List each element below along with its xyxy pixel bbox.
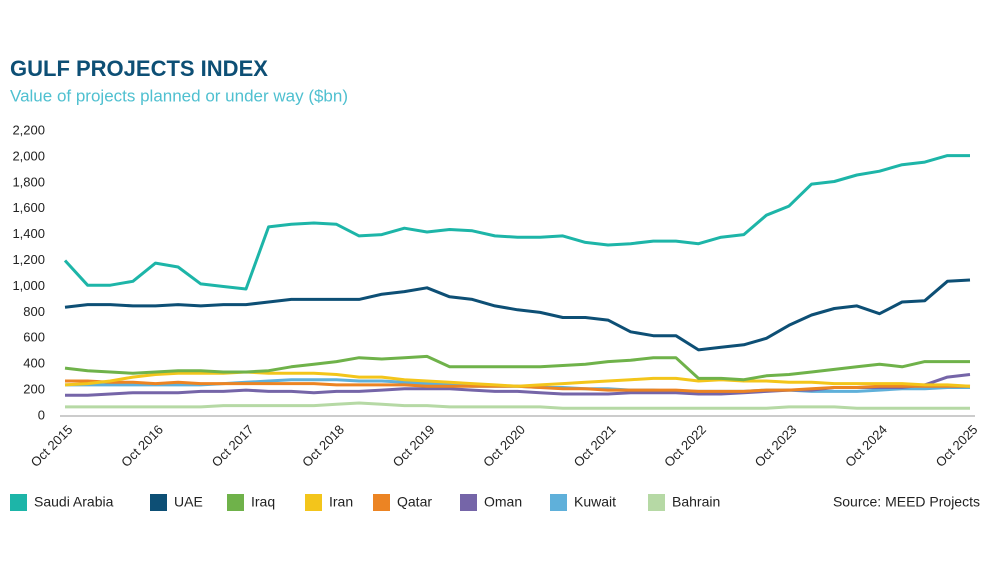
x-tick-label: Oct 2021 bbox=[571, 422, 619, 470]
legend-label: Bahrain bbox=[672, 494, 720, 510]
series-line bbox=[64, 278, 971, 352]
y-tick-label: 1,400 bbox=[12, 226, 45, 241]
legend-label: Oman bbox=[484, 494, 522, 510]
y-tick-label: 1,200 bbox=[12, 252, 45, 267]
y-tick-label: 800 bbox=[23, 304, 45, 319]
x-tick-label: Oct 2016 bbox=[118, 422, 166, 470]
legend-swatch bbox=[648, 494, 665, 511]
legend-label: Saudi Arabia bbox=[34, 494, 114, 510]
y-tick-label: 400 bbox=[23, 356, 45, 371]
x-tick-label: Oct 2017 bbox=[209, 422, 257, 470]
legend-swatch bbox=[150, 494, 167, 511]
x-tick-label: Oct 2018 bbox=[299, 422, 347, 470]
series-line bbox=[64, 370, 971, 388]
legend-label: Iran bbox=[329, 494, 353, 510]
y-tick-label: 2,000 bbox=[12, 148, 45, 163]
y-tick-label: 2,200 bbox=[12, 122, 45, 137]
x-tick-label: Oct 2023 bbox=[752, 422, 800, 470]
x-tick-label: Oct 2025 bbox=[933, 422, 981, 470]
legend-swatch bbox=[227, 494, 244, 511]
x-tick-label: Oct 2015 bbox=[28, 422, 76, 470]
legend-label: Iraq bbox=[251, 494, 275, 510]
legend-swatch bbox=[550, 494, 567, 511]
legend-label: UAE bbox=[174, 494, 203, 510]
source: Source: MEED Projects bbox=[833, 494, 980, 510]
legend-label: Kuwait bbox=[574, 494, 616, 510]
legend-label: Qatar bbox=[397, 494, 432, 510]
y-tick-label: 600 bbox=[23, 330, 45, 345]
chart-subtitle: Value of projects planned or under way (… bbox=[10, 86, 348, 105]
x-tick-label: Oct 2024 bbox=[842, 422, 890, 470]
legend-swatch bbox=[10, 494, 27, 511]
x-tick-label: Oct 2022 bbox=[661, 422, 709, 470]
y-tick-label: 1,800 bbox=[12, 174, 45, 189]
y-tick-label: 1,600 bbox=[12, 200, 45, 215]
series-line bbox=[65, 401, 970, 410]
y-tick-label: 200 bbox=[23, 382, 45, 397]
legend-swatch bbox=[460, 494, 477, 511]
legend-swatch bbox=[373, 494, 390, 511]
chart-title: GULF PROJECTS INDEX bbox=[10, 56, 268, 81]
y-tick-label: 0 bbox=[38, 407, 45, 422]
legend-swatch bbox=[305, 494, 322, 511]
x-tick-label: Oct 2019 bbox=[390, 422, 438, 470]
y-tick-label: 1,000 bbox=[12, 278, 45, 293]
series-line bbox=[64, 354, 970, 382]
series-line bbox=[63, 154, 970, 291]
x-tick-label: Oct 2020 bbox=[480, 422, 528, 470]
